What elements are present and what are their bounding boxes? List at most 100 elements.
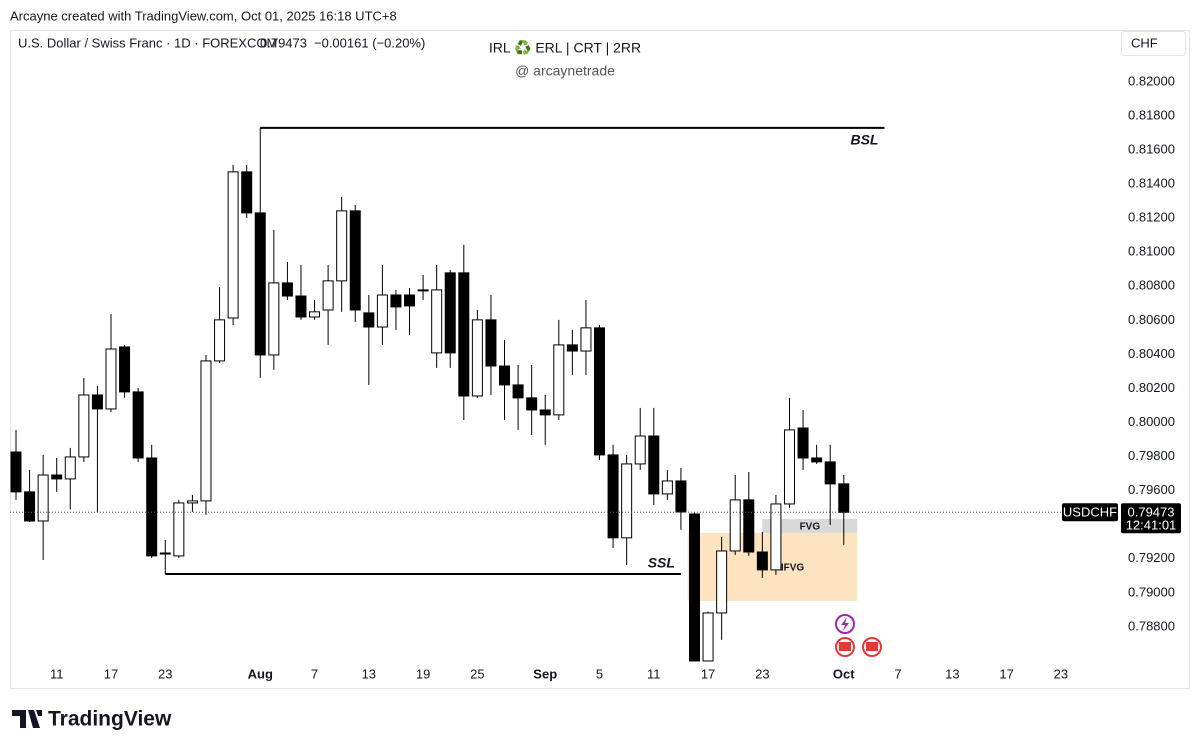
- symbol-tag: [1062, 503, 1118, 522]
- x-tick-label: 13: [945, 666, 959, 681]
- candle-body: [227, 171, 239, 319]
- candle: [811, 444, 823, 464]
- candle: [458, 244, 470, 420]
- candle: [281, 261, 293, 300]
- header-change: −0.00161 (−0.20%): [314, 35, 425, 50]
- event-icons: [835, 614, 882, 657]
- candle: [119, 344, 131, 398]
- y-tick-label: 0.81800: [1128, 107, 1175, 122]
- candle-body: [200, 360, 212, 502]
- candle-body: [553, 344, 565, 416]
- candle: [539, 394, 551, 445]
- x-tick-label: 7: [311, 666, 318, 681]
- candle: [363, 294, 375, 385]
- x-tick-label: 25: [470, 666, 484, 681]
- candle: [661, 469, 673, 500]
- candle: [227, 164, 239, 325]
- x-tick-label: 23: [1054, 666, 1068, 681]
- plot: FVGIFVG0.788000.790000.792000.794000.796…: [10, 73, 1181, 681]
- candle-body: [254, 212, 266, 356]
- price-tag: [1121, 503, 1181, 534]
- candle: [689, 511, 700, 662]
- candle-body: [241, 171, 253, 214]
- candle-body: [119, 346, 131, 393]
- y-tick-label: 0.79600: [1128, 482, 1175, 497]
- candle: [566, 329, 578, 375]
- candle: [783, 397, 795, 508]
- candle-body: [444, 272, 456, 354]
- candle-body: [838, 483, 850, 513]
- candle: [200, 354, 212, 515]
- candle: [105, 313, 117, 412]
- candle-body: [661, 480, 673, 495]
- candle: [634, 407, 646, 470]
- candle: [648, 407, 660, 505]
- currency-box[interactable]: [1121, 31, 1186, 56]
- candle-body: [648, 435, 660, 495]
- candle: [390, 289, 402, 330]
- y-tick-label: 0.78800: [1128, 618, 1175, 633]
- candle-body: [729, 499, 741, 552]
- symbol-tag-text: USDCHF: [1063, 505, 1117, 520]
- candle-body: [146, 457, 158, 557]
- candle-body: [594, 327, 606, 456]
- candle: [349, 204, 361, 322]
- candle-body: [621, 463, 633, 539]
- candle-body: [186, 500, 198, 504]
- currency: CHF: [1131, 35, 1158, 50]
- y-tick-label: 0.80800: [1128, 278, 1175, 293]
- candle: [309, 299, 321, 320]
- candle-body: [485, 319, 497, 367]
- candle-body: [566, 344, 578, 352]
- candle-body: [458, 272, 470, 397]
- symbol-line: U.S. Dollar / Swiss Franc · 1D · FOREXCO…: [18, 35, 277, 50]
- candle-body: [51, 474, 63, 480]
- candle: [607, 444, 619, 548]
- candle: [37, 454, 49, 560]
- y-tick-label: 0.81600: [1128, 142, 1175, 157]
- candle-body: [431, 289, 443, 354]
- flag: [866, 642, 878, 651]
- candle-body: [716, 550, 728, 614]
- x-tick-label: Aug: [248, 666, 273, 681]
- candle: [322, 265, 334, 345]
- x-tick-label: 13: [362, 666, 376, 681]
- candle-body: [336, 210, 348, 282]
- candle: [716, 536, 728, 640]
- candle: [824, 444, 836, 525]
- y-tick-label: 0.79000: [1128, 584, 1175, 599]
- candle-body: [24, 491, 36, 522]
- x-tick-label: 23: [158, 666, 172, 681]
- x-tick-label: 19: [416, 666, 430, 681]
- candle: [51, 457, 63, 492]
- level-label: BSL: [850, 132, 878, 148]
- candle-body: [159, 552, 171, 555]
- candle-body: [824, 461, 836, 485]
- x-tick-label: 23: [755, 666, 769, 681]
- y-tick-label: 0.80400: [1128, 346, 1175, 361]
- candle-body: [689, 513, 700, 662]
- x-tick-label: Oct: [833, 666, 855, 681]
- candle-body: [390, 294, 402, 308]
- candle: [376, 265, 388, 345]
- x-tick-label: 11: [50, 666, 64, 681]
- candle: [526, 364, 538, 435]
- logo: TradingView: [12, 708, 172, 731]
- y-tick-label: 0.80000: [1128, 414, 1175, 429]
- candle: [173, 499, 185, 558]
- frame: [10, 30, 1190, 689]
- candle: [336, 196, 348, 312]
- candle: [743, 471, 755, 556]
- candle-body: [309, 311, 321, 318]
- candle-body: [471, 319, 483, 397]
- candle: [675, 467, 687, 530]
- candle: [444, 269, 456, 368]
- y-tick-label: 0.79200: [1128, 550, 1175, 565]
- zone: [762, 518, 858, 533]
- candle: [770, 494, 782, 575]
- candle: [10, 429, 22, 500]
- candle: [756, 531, 768, 578]
- candle-body: [91, 394, 103, 410]
